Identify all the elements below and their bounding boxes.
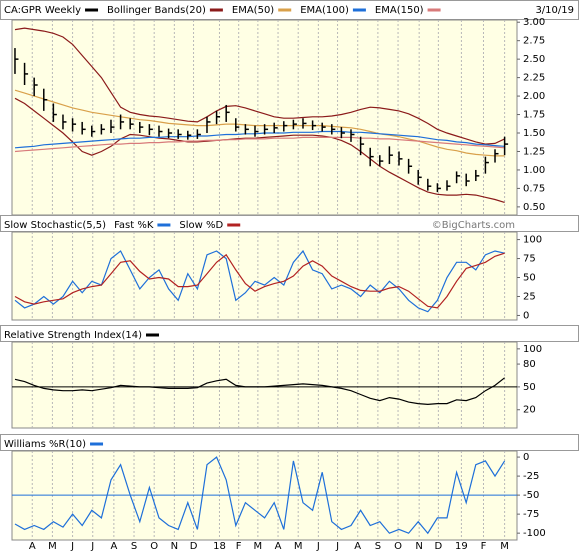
plot-area xyxy=(11,19,518,216)
y-tick-label: 50 xyxy=(523,273,536,284)
y-tick-label: 0.50 xyxy=(523,202,545,213)
y-tick-label: 0 xyxy=(523,310,529,321)
x-tick-label: O xyxy=(394,541,402,552)
y-tick-label: 2.50 xyxy=(523,54,545,65)
legend-swatch xyxy=(157,223,171,227)
legend-label: CA:GPR Weekly xyxy=(4,5,81,16)
y-tick-label: 2.25 xyxy=(523,73,545,84)
y-tick-label: 0 xyxy=(523,452,529,463)
legend-label: Bollinger Bands(20) xyxy=(107,5,206,16)
panel-header xyxy=(0,434,579,451)
y-tick-label: 1.75 xyxy=(523,110,545,121)
x-tick-label: O xyxy=(150,541,158,552)
legend-label: Slow %D xyxy=(179,220,223,231)
legend-swatch xyxy=(352,8,366,12)
legend-swatch xyxy=(427,8,441,12)
legend-swatch xyxy=(90,442,104,446)
y-tick-label: 0.75 xyxy=(523,183,545,194)
legend-label: EMA(50) xyxy=(232,5,274,16)
x-tick-label: S xyxy=(131,541,137,552)
x-tick-label: D xyxy=(190,541,198,552)
indicator-line xyxy=(14,249,505,313)
y-tick-label: 1.25 xyxy=(523,146,545,157)
y-tick-label: 75 xyxy=(523,254,536,265)
x-tick-label: S xyxy=(375,541,381,552)
legend-swatch xyxy=(227,223,241,227)
legend-label: Fast %K xyxy=(114,220,154,231)
x-tick-label: F xyxy=(236,541,242,552)
x-tick-label: J xyxy=(90,541,94,552)
x-tick-label: M xyxy=(294,541,303,552)
x-tick-label: 18 xyxy=(213,541,226,552)
y-tick-label: 1.00 xyxy=(523,165,545,176)
x-tick-label: N xyxy=(171,541,178,552)
legend-swatch xyxy=(85,8,99,12)
y-tick-label: -75 xyxy=(523,509,539,520)
watermark: ©BigCharts.com xyxy=(432,220,515,231)
x-tick-label: M xyxy=(48,541,57,552)
y-tick-label: -25 xyxy=(523,471,539,482)
x-tick-label: N xyxy=(415,541,422,552)
indicator-line xyxy=(14,456,506,535)
x-tick-label: D xyxy=(435,541,443,552)
y-tick-label: 2.75 xyxy=(523,36,545,47)
y-tick-label: 100 xyxy=(523,235,542,246)
y-tick-label: 3.00 xyxy=(523,17,545,28)
ema-line xyxy=(14,136,505,153)
plot-area xyxy=(11,341,518,429)
x-tick-label: A xyxy=(29,541,36,552)
y-tick-label: -100 xyxy=(523,528,546,539)
x-tick-label: M xyxy=(500,541,509,552)
y-tick-label: 50 xyxy=(523,382,536,393)
legend-label: EMA(100) xyxy=(300,5,349,16)
legend-label: Relative Strength Index(14) xyxy=(4,330,142,341)
y-tick-label: 100 xyxy=(523,344,542,355)
legend-swatch xyxy=(209,8,223,12)
legend-swatch xyxy=(278,8,292,12)
indicator-line xyxy=(14,377,505,406)
indicator-line xyxy=(14,252,505,309)
ema-line xyxy=(14,89,505,157)
legend-swatch xyxy=(146,333,159,337)
x-tick-label: J xyxy=(70,541,74,552)
x-tick-label: F xyxy=(481,541,487,552)
plot-area xyxy=(11,231,518,321)
y-tick-label: 2.00 xyxy=(523,91,545,102)
x-tick-label: M xyxy=(254,541,263,552)
bollinger-upper xyxy=(14,27,505,145)
legend-label: EMA(150) xyxy=(375,5,424,16)
bollinger-lower xyxy=(14,97,505,203)
x-tick-label: A xyxy=(354,541,361,552)
y-tick-label: 20 xyxy=(523,405,536,416)
chart-date: 3/10/19 xyxy=(535,5,574,16)
y-tick-label: 25 xyxy=(523,291,536,302)
y-tick-label: 1.50 xyxy=(523,128,545,139)
y-tick-label: -50 xyxy=(523,490,539,501)
ema-line xyxy=(14,130,505,149)
legend-label: Williams %R(10) xyxy=(4,439,86,450)
x-tick-label: 19 xyxy=(455,541,468,552)
x-tick-label: J xyxy=(316,541,320,552)
x-tick-label: A xyxy=(275,541,282,552)
panel-title: Slow Stochastic(5,5) xyxy=(4,220,106,231)
y-tick-label: 80 xyxy=(523,359,536,370)
x-tick-label: A xyxy=(110,541,117,552)
x-tick-label: J xyxy=(335,541,339,552)
